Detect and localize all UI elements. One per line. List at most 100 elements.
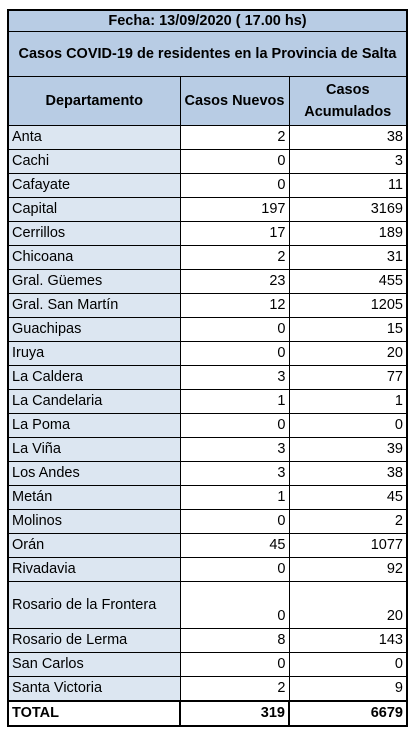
col-header-department: Departamento bbox=[7, 76, 181, 126]
total-cases-cell: 38 bbox=[288, 125, 408, 150]
total-cases-cell: 38 bbox=[288, 461, 408, 486]
table-row: La Poma 0 0 bbox=[7, 413, 408, 438]
total-cases-cell: 189 bbox=[288, 221, 408, 246]
total-label: TOTAL bbox=[7, 700, 181, 727]
total-cases-cell: 1077 bbox=[288, 533, 408, 558]
new-cases-cell: 0 bbox=[179, 317, 290, 342]
department-cell: Molinos bbox=[7, 509, 181, 534]
total-cases-cell: 0 bbox=[288, 652, 408, 677]
table-row: Gral. San Martín 12 1205 bbox=[7, 293, 408, 318]
new-cases-cell: 17 bbox=[179, 221, 290, 246]
department-cell: Gral. San Martín bbox=[7, 293, 181, 318]
table-row: Iruya 0 20 bbox=[7, 341, 408, 366]
total-accumulated-cases: 6679 bbox=[288, 700, 408, 727]
total-cases-cell: 20 bbox=[288, 581, 408, 629]
total-cases-cell: 2 bbox=[288, 509, 408, 534]
new-cases-cell: 2 bbox=[179, 125, 290, 150]
cases-table: Fecha: 13/09/2020 ( 17.00 hs) Casos COVI… bbox=[7, 9, 408, 727]
table-row: Chicoana 2 31 bbox=[7, 245, 408, 270]
department-cell: Metán bbox=[7, 485, 181, 510]
department-cell: La Viña bbox=[7, 437, 181, 462]
total-cases-cell: 1 bbox=[288, 389, 408, 414]
department-cell: Anta bbox=[7, 125, 181, 150]
department-cell: La Poma bbox=[7, 413, 181, 438]
date-line: Fecha: 13/09/2020 ( 17.00 hs) bbox=[7, 9, 408, 32]
new-cases-cell: 3 bbox=[179, 365, 290, 390]
table-title: Casos COVID-19 de residentes en la Provi… bbox=[7, 31, 408, 77]
new-cases-cell: 0 bbox=[179, 509, 290, 534]
table-row: Rosario de Lerma 8 143 bbox=[7, 628, 408, 653]
table-row: Capital 197 3169 bbox=[7, 197, 408, 222]
new-cases-cell: 45 bbox=[179, 533, 290, 558]
table-row: Metán 1 45 bbox=[7, 485, 408, 510]
covid-cases-sheet: Fecha: 13/09/2020 ( 17.00 hs) Casos COVI… bbox=[7, 9, 408, 727]
total-cases-cell: 1205 bbox=[288, 293, 408, 318]
total-cases-cell: 15 bbox=[288, 317, 408, 342]
new-cases-cell: 0 bbox=[179, 413, 290, 438]
department-cell: Cafayate bbox=[7, 173, 181, 198]
department-cell: Los Andes bbox=[7, 461, 181, 486]
department-cell: La Caldera bbox=[7, 365, 181, 390]
total-cases-cell: 20 bbox=[288, 341, 408, 366]
new-cases-cell: 0 bbox=[179, 557, 290, 582]
department-cell: Gral. Güemes bbox=[7, 269, 181, 294]
table-row: Guachipas 0 15 bbox=[7, 317, 408, 342]
table-row: Santa Victoria 2 9 bbox=[7, 676, 408, 702]
new-cases-cell: 0 bbox=[179, 173, 290, 198]
col-header-total-cases: Casos Acumulados bbox=[288, 76, 408, 126]
table-row: La Caldera 3 77 bbox=[7, 365, 408, 390]
new-cases-cell: 0 bbox=[179, 149, 290, 174]
new-cases-cell: 1 bbox=[179, 485, 290, 510]
department-cell: Rosario de la Frontera bbox=[7, 581, 181, 629]
department-cell: La Candelaria bbox=[7, 389, 181, 414]
table-row: Anta 2 38 bbox=[7, 125, 408, 150]
department-cell: Capital bbox=[7, 197, 181, 222]
total-cases-cell: 455 bbox=[288, 269, 408, 294]
department-cell: Orán bbox=[7, 533, 181, 558]
table-row: Cerrillos 17 189 bbox=[7, 221, 408, 246]
new-cases-cell: 2 bbox=[179, 245, 290, 270]
new-cases-cell: 1 bbox=[179, 389, 290, 414]
department-cell: San Carlos bbox=[7, 652, 181, 677]
new-cases-cell: 0 bbox=[179, 581, 290, 629]
new-cases-cell: 3 bbox=[179, 461, 290, 486]
table-row: Cafayate 0 11 bbox=[7, 173, 408, 198]
total-cases-cell: 3169 bbox=[288, 197, 408, 222]
new-cases-cell: 3 bbox=[179, 437, 290, 462]
table-row: Molinos 0 2 bbox=[7, 509, 408, 534]
total-cases-cell: 11 bbox=[288, 173, 408, 198]
table-row: Los Andes 3 38 bbox=[7, 461, 408, 486]
total-cases-cell: 45 bbox=[288, 485, 408, 510]
table-row: La Candelaria 1 1 bbox=[7, 389, 408, 414]
new-cases-cell: 12 bbox=[179, 293, 290, 318]
total-cases-cell: 77 bbox=[288, 365, 408, 390]
department-cell: Iruya bbox=[7, 341, 181, 366]
table-row: La Viña 3 39 bbox=[7, 437, 408, 462]
new-cases-cell: 23 bbox=[179, 269, 290, 294]
total-cases-cell: 92 bbox=[288, 557, 408, 582]
department-cell: Cerrillos bbox=[7, 221, 181, 246]
total-new-cases: 319 bbox=[179, 700, 290, 727]
table-row: Rivadavia 0 92 bbox=[7, 557, 408, 582]
total-cases-cell: 39 bbox=[288, 437, 408, 462]
total-cases-cell: 31 bbox=[288, 245, 408, 270]
department-cell: Santa Victoria bbox=[7, 676, 181, 702]
table-row: Cachi 0 3 bbox=[7, 149, 408, 174]
department-cell: Rivadavia bbox=[7, 557, 181, 582]
department-cell: Guachipas bbox=[7, 317, 181, 342]
col-header-new-cases: Casos Nuevos bbox=[179, 76, 290, 126]
department-cell: Cachi bbox=[7, 149, 181, 174]
total-cases-cell: 0 bbox=[288, 413, 408, 438]
total-cases-cell: 143 bbox=[288, 628, 408, 653]
department-cell: Chicoana bbox=[7, 245, 181, 270]
department-cell: Rosario de Lerma bbox=[7, 628, 181, 653]
new-cases-cell: 197 bbox=[179, 197, 290, 222]
new-cases-cell: 0 bbox=[179, 341, 290, 366]
total-cases-cell: 3 bbox=[288, 149, 408, 174]
new-cases-cell: 8 bbox=[179, 628, 290, 653]
table-row: Orán 45 1077 bbox=[7, 533, 408, 558]
new-cases-cell: 0 bbox=[179, 652, 290, 677]
table-row: Rosario de la Frontera 0 20 bbox=[7, 581, 408, 629]
table-row: Gral. Güemes 23 455 bbox=[7, 269, 408, 294]
new-cases-cell: 2 bbox=[179, 676, 290, 702]
